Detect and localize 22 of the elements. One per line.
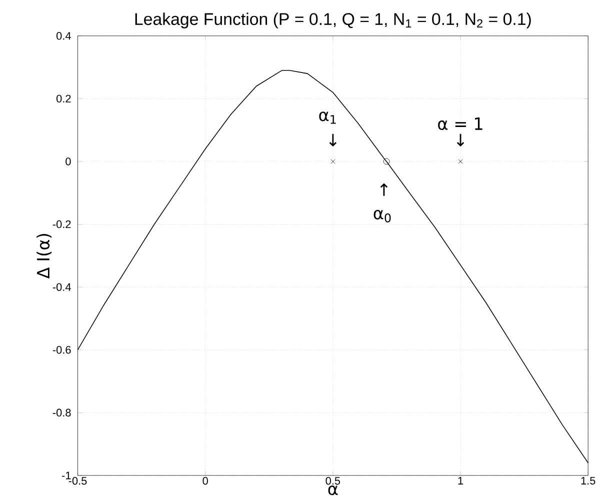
annotation: ↓ (329, 134, 337, 146)
annotation: ↑ (380, 183, 388, 196)
annotation: ↓ (456, 134, 464, 146)
y-tick-label: -0.8 (52, 408, 71, 416)
y-tick-label: -0.2 (52, 220, 71, 228)
y-tick-label: -0.6 (52, 346, 71, 354)
x-axis-title: α (328, 485, 338, 495)
y-tick-label: 0 (66, 157, 71, 166)
y-axis-title: Δ I(α) (36, 234, 52, 278)
annotation: α = 1 (438, 117, 482, 130)
x-tick-label: 0 (202, 476, 208, 484)
x-tick-label: 0.5 (326, 476, 340, 484)
x-tick-label: 1.5 (581, 476, 596, 484)
chart-title: Leakage Function (P = 0.1, Q = 1, N$_{1}$ = 0.1, N$_{2}$ = 0.1) (135, 12, 531, 28)
y-tick-label: -1 (62, 471, 71, 479)
x-tick-label: -0.5 (68, 476, 87, 484)
x-tick-label: 1 (458, 476, 464, 484)
y-tick-label: 0.2 (56, 94, 71, 102)
y-tick-label: 0.4 (56, 32, 71, 40)
annotation: α$_{0}$ (374, 210, 391, 222)
y-tick-label: -0.4 (52, 282, 71, 291)
annotation: α$_{1}$ (319, 111, 336, 124)
